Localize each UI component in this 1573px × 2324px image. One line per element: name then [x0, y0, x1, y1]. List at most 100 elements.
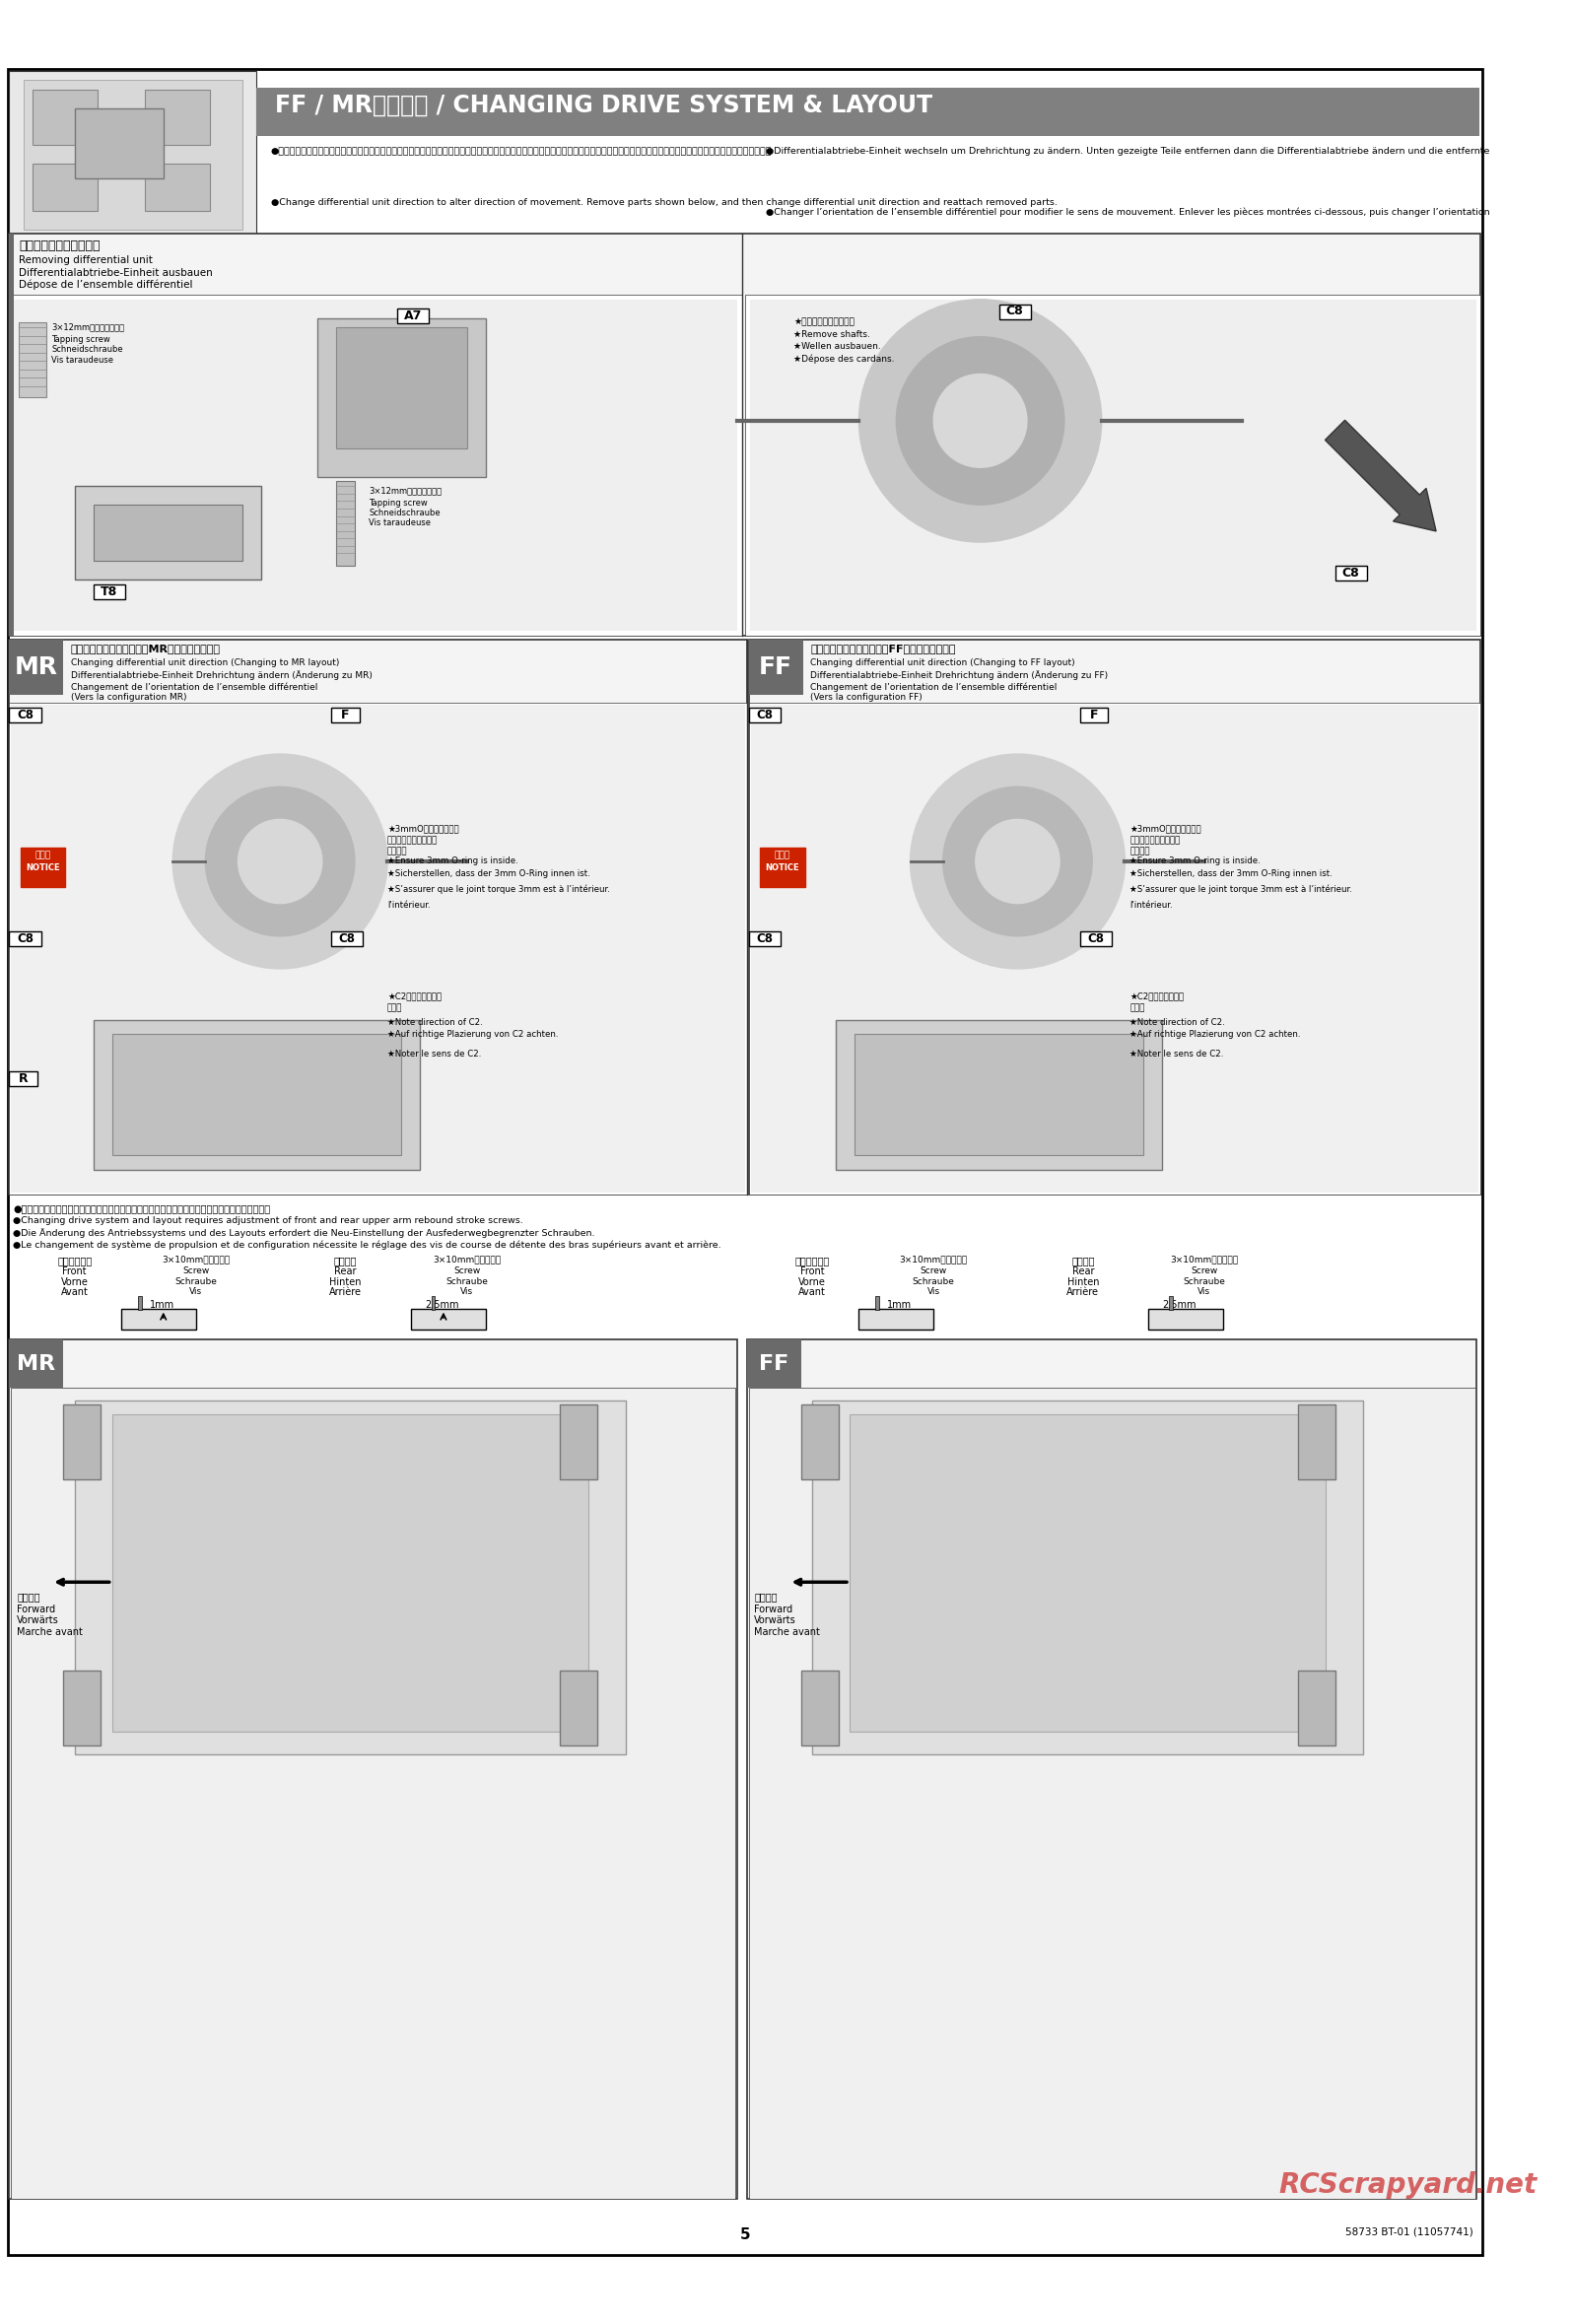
Bar [746, 295, 1480, 634]
Bar [337, 328, 467, 449]
Text: ★Auf richtige Plazierung von C2 achten.: ★Auf richtige Plazierung von C2 achten. [1129, 1030, 1301, 1039]
Text: Hinten: Hinten [1066, 1276, 1100, 1287]
Text: ●Le changement de système de propulsion et de configuration nécessite le réglage: ●Le changement de système de propulsion … [13, 1241, 722, 1250]
Bar [33, 88, 98, 146]
Bar [876, 1297, 879, 1308]
Bar [63, 1671, 101, 1745]
Text: 3×10mmホロービス: 3×10mmホロービス [433, 1255, 500, 1264]
Text: 3×10mmホロービス: 3×10mmホロービス [1170, 1255, 1238, 1264]
Text: C8: C8 [1007, 304, 1024, 318]
Bar [411, 1308, 486, 1329]
Text: Schraube: Schraube [175, 1276, 217, 1285]
Text: A7: A7 [404, 309, 422, 323]
Text: Differentialabtriebe-Einheit Drehrichtung ändern (Änderung zu FF): Differentialabtriebe-Einheit Drehrichtun… [810, 669, 1107, 679]
Text: Differentialabtriebe-Einheit ausbauen: Differentialabtriebe-Einheit ausbauen [19, 267, 212, 277]
Bar [849, 1413, 1326, 1731]
Text: FF: FF [760, 1355, 788, 1373]
Bar [63, 1404, 101, 1480]
Text: Vis: Vis [461, 1287, 473, 1297]
Text: Vis: Vis [190, 1287, 203, 1297]
Text: Front: Front [63, 1267, 87, 1276]
Bar [74, 1399, 626, 1755]
Bar [1148, 1308, 1222, 1329]
Text: ★Note direction of C2.: ★Note direction of C2. [387, 1018, 483, 1027]
Bar [749, 639, 1480, 1195]
Bar [1298, 1404, 1335, 1480]
Text: F: F [1090, 709, 1098, 720]
Text: Vorwärts: Vorwärts [755, 1615, 796, 1624]
Bar [999, 304, 1030, 318]
Text: (Vers la configuration MR): (Vers la configuration MR) [71, 693, 187, 702]
Text: デフユニットの組み替え（MR駆動にする場合）: デフユニットの組み替え（MR駆動にする場合） [71, 644, 220, 653]
Bar [560, 1404, 598, 1480]
Text: 3×12mmタッピングビス: 3×12mmタッピングビス [52, 323, 124, 332]
Bar [121, 1308, 197, 1329]
Circle shape [975, 820, 1060, 904]
Bar [1081, 706, 1107, 723]
Bar [749, 1387, 1475, 2199]
Text: Avant: Avant [61, 1287, 88, 1297]
Text: 「フロント」: 「フロント」 [794, 1255, 829, 1264]
Text: ●Differentialabtriebe-Einheit wechseln um Drehrichtung zu ändern. Unten gezeigte: ●Differentialabtriebe-Einheit wechseln u… [766, 146, 1573, 156]
Bar [859, 1308, 933, 1329]
Text: Schneidschraube: Schneidschraube [368, 509, 440, 518]
Text: NOTICE: NOTICE [25, 862, 60, 872]
Circle shape [859, 300, 1101, 541]
Bar [20, 848, 66, 885]
Bar [332, 706, 359, 723]
Text: l'intérieur.: l'intérieur. [387, 902, 431, 909]
Text: Removing differential unit: Removing differential unit [19, 256, 153, 265]
Bar [112, 1034, 401, 1155]
Text: C8: C8 [757, 709, 772, 720]
Bar [1169, 1297, 1172, 1308]
Text: Marche avant: Marche avant [755, 1627, 820, 1636]
Text: ★S’assurer que le joint torque 3mm est à l’intérieur.: ★S’assurer que le joint torque 3mm est à… [387, 885, 610, 895]
Text: Hinten: Hinten [329, 1276, 362, 1287]
Bar [9, 932, 41, 946]
Bar [9, 70, 256, 235]
Text: Vorne: Vorne [799, 1276, 826, 1287]
Bar [93, 1020, 420, 1169]
Text: ●Change differential unit direction to alter direction of movement. Remove parts: ●Change differential unit direction to a… [271, 198, 1057, 207]
Bar [747, 1339, 1477, 2199]
Circle shape [238, 820, 322, 904]
Text: F: F [341, 709, 349, 720]
Text: C8: C8 [17, 709, 33, 720]
Text: Changement de l’orientation de l’ensemble différentiel: Changement de l’orientation de l’ensembl… [810, 683, 1057, 693]
Text: 3×12mmタッピングビス: 3×12mmタッピングビス [368, 486, 442, 495]
Text: 「フロント」: 「フロント」 [57, 1255, 93, 1264]
Text: C8: C8 [338, 932, 355, 946]
Text: 注意！: 注意！ [774, 851, 790, 860]
Bar [24, 79, 242, 230]
Bar [332, 932, 363, 946]
Text: ★Ensure 3mm O-ring is inside.: ★Ensure 3mm O-ring is inside. [387, 858, 518, 865]
Bar [9, 1339, 63, 1387]
Text: 5: 5 [739, 2226, 750, 2243]
Bar [33, 165, 98, 211]
Text: ★Ensure 3mm O-ring is inside.: ★Ensure 3mm O-ring is inside. [1129, 858, 1260, 865]
Text: Arrière: Arrière [329, 1287, 362, 1297]
Bar [749, 932, 780, 946]
Text: Schraube: Schraube [1183, 1276, 1225, 1285]
Text: Rear: Rear [335, 1267, 357, 1276]
Text: Schneidschraube: Schneidschraube [52, 346, 123, 353]
Text: ★Wellen ausbauen.: ★Wellen ausbauen. [793, 342, 881, 351]
Bar [801, 1404, 838, 1480]
Text: 1mm: 1mm [887, 1299, 912, 1311]
Text: Screw: Screw [182, 1267, 209, 1276]
Bar [74, 107, 164, 179]
Text: Changement de l’orientation de l’ensemble différentiel: Changement de l’orientation de l’ensembl… [71, 683, 318, 693]
Text: Forward: Forward [17, 1604, 55, 1615]
Text: Vis: Vis [1197, 1287, 1211, 1297]
Circle shape [933, 374, 1027, 467]
Text: Dépose de l’ensemble différentiel: Dépose de l’ensemble différentiel [19, 279, 192, 290]
Text: ★C2の向きを合わせ
ます。: ★C2の向きを合わせ ます。 [387, 992, 442, 1013]
Bar [749, 639, 802, 695]
Text: Vorwärts: Vorwärts [17, 1615, 58, 1624]
Bar [812, 1399, 1364, 1755]
Text: C8: C8 [757, 932, 772, 946]
Text: Screw: Screw [1191, 1267, 1218, 1276]
Bar [1298, 1671, 1335, 1745]
FancyArrow shape [1324, 421, 1436, 532]
Bar [14, 300, 738, 630]
